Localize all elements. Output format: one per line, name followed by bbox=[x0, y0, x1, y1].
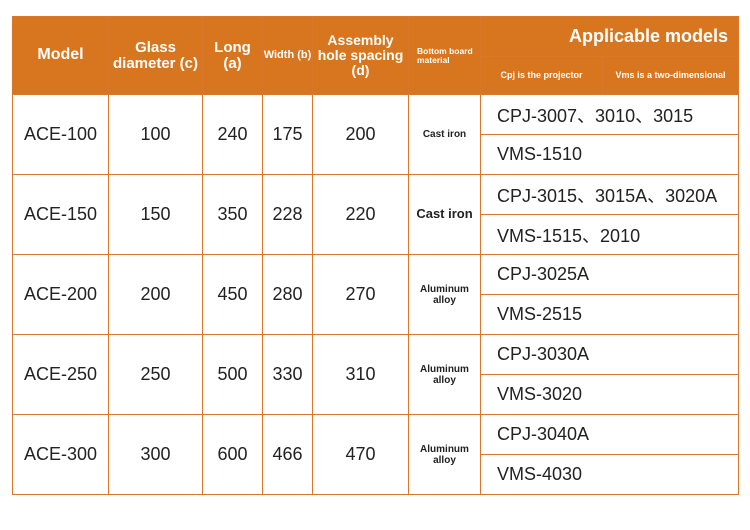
table-row: ACE-100 100 240 175 200 Cast iron CPJ-3007、301… bbox=[12, 94, 740, 175]
spacing-cell: 470 bbox=[312, 414, 409, 495]
cpj-model-cell: CPJ-3015、3015A、3020A bbox=[479, 174, 740, 215]
table-row: ACE-200 200 450 280 270 Aluminum alloy CPJ-302… bbox=[12, 254, 740, 335]
table-body: ACE-100 100 240 175 200 Cast iron CPJ-3007、301… bbox=[12, 94, 740, 495]
header-model: Model bbox=[12, 16, 109, 95]
material-cell: Aluminum alloy bbox=[408, 414, 481, 495]
vms-model-cell: VMS-4030 bbox=[479, 454, 740, 495]
material-cell: Aluminum alloy bbox=[408, 334, 481, 415]
material-cell: Aluminum alloy bbox=[408, 254, 481, 335]
header-width: Width (b) bbox=[262, 16, 313, 95]
table-row: VMS-1510 bbox=[13, 134, 740, 175]
long-cell: 600 bbox=[202, 414, 263, 495]
material-cell: Cast iron bbox=[408, 94, 481, 175]
model-cell: ACE-300 bbox=[12, 414, 109, 495]
vms-model-cell: VMS-2515 bbox=[479, 294, 740, 335]
vms-model-cell: VMS-1510 bbox=[479, 134, 740, 175]
cpj-model-cell: CPJ-3025A bbox=[479, 254, 740, 295]
width-cell: 228 bbox=[262, 174, 313, 255]
header-long: Long (a) bbox=[202, 16, 263, 95]
width-cell: 466 bbox=[262, 414, 313, 495]
spacing-cell: 310 bbox=[312, 334, 409, 415]
header-vms-note: Vms is a two-dimensional bbox=[601, 56, 740, 95]
spacing-cell: 200 bbox=[312, 94, 409, 175]
glass-diameter-cell: 100 bbox=[108, 94, 203, 175]
model-cell: ACE-200 bbox=[12, 254, 109, 335]
width-cell: 175 bbox=[262, 94, 313, 175]
glass-diameter-cell: 200 bbox=[108, 254, 203, 335]
model-cell: ACE-250 bbox=[12, 334, 109, 415]
cpj-model-cell: CPJ-3030A bbox=[479, 334, 740, 375]
glass-diameter-cell: 250 bbox=[108, 334, 203, 415]
header-bottom-material: Bottom board material bbox=[408, 16, 481, 95]
table-row: VMS-1515、2010 bbox=[13, 214, 740, 255]
spacing-cell: 270 bbox=[312, 254, 409, 335]
cpj-model-cell: CPJ-3040A bbox=[479, 414, 740, 455]
cpj-model-cell: CPJ-3007、3010、3015 bbox=[479, 94, 740, 135]
material-cell: Cast iron bbox=[408, 174, 481, 255]
header-assembly-spacing: Assembly hole spacing (d) bbox=[312, 16, 409, 95]
header-applicable-models: Applicable models bbox=[479, 16, 740, 57]
long-cell: 240 bbox=[202, 94, 263, 175]
table-row: ACE-150 150 350 228 220 Cast iron CPJ-3015、301… bbox=[12, 174, 740, 255]
spec-table: Model Glass diameter (c) Long (a) Width … bbox=[12, 16, 740, 495]
width-cell: 280 bbox=[262, 254, 313, 335]
table-row: ACE-300 300 600 466 470 Aluminum alloy CPJ-304… bbox=[12, 414, 740, 495]
model-cell: ACE-150 bbox=[12, 174, 109, 255]
spacing-cell: 220 bbox=[312, 174, 409, 255]
table-row: ACE-250 250 500 330 310 Aluminum alloy CPJ-303… bbox=[12, 334, 740, 415]
header-cpj-note: Cpj is the projector bbox=[480, 56, 603, 95]
table-row: VMS-3020 bbox=[13, 374, 740, 415]
long-cell: 500 bbox=[202, 334, 263, 415]
long-cell: 350 bbox=[202, 174, 263, 255]
model-cell: ACE-100 bbox=[12, 94, 109, 175]
long-cell: 450 bbox=[202, 254, 263, 335]
vms-model-cell: VMS-1515、2010 bbox=[479, 214, 740, 255]
header-glass-diameter: Glass diameter (c) bbox=[108, 16, 203, 95]
vms-model-cell: VMS-3020 bbox=[479, 374, 740, 415]
table-row: VMS-4030 bbox=[13, 454, 740, 495]
glass-diameter-cell: 150 bbox=[108, 174, 203, 255]
glass-diameter-cell: 300 bbox=[108, 414, 203, 495]
width-cell: 330 bbox=[262, 334, 313, 415]
